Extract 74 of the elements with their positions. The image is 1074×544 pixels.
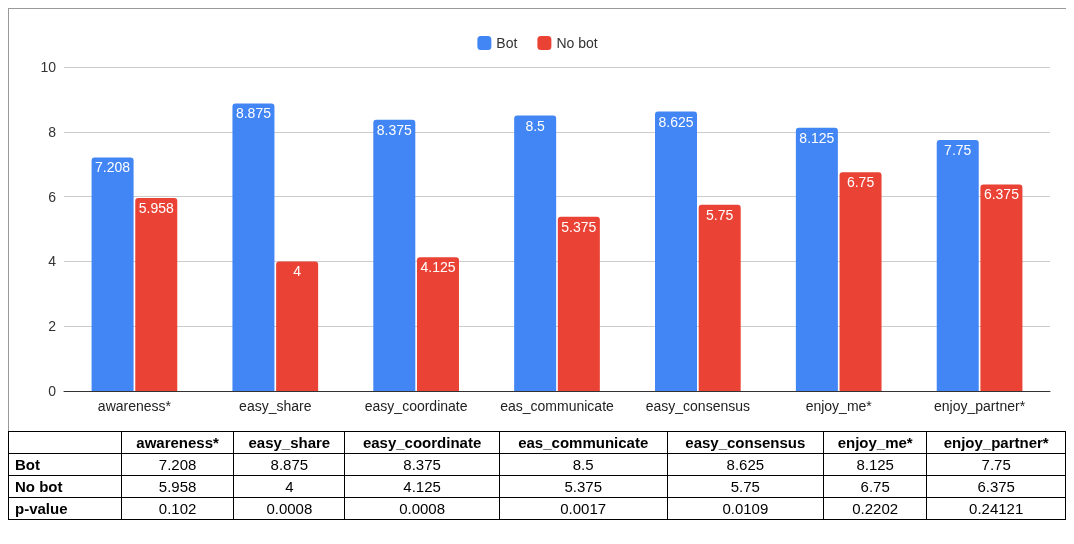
category-label: easy_coordinate — [362, 434, 482, 451]
bar — [698, 204, 741, 391]
text: 8.875 — [233, 453, 345, 476]
bar — [373, 119, 416, 391]
bar — [135, 197, 178, 391]
text: No bot — [15, 478, 63, 495]
x-tick-label: enjoy_me* — [805, 398, 873, 414]
bar — [936, 139, 979, 391]
text: Bot — [15, 456, 40, 473]
data-label: 6.375 — [983, 186, 1020, 203]
data-label: 5.75 — [706, 206, 734, 223]
text: 8.375 — [344, 453, 500, 476]
bar — [557, 216, 600, 391]
y-tick-label: 10 — [40, 59, 57, 75]
bar — [276, 261, 319, 391]
text: 0.0017 — [499, 497, 668, 520]
text: 8.625 — [667, 453, 824, 476]
text: 0.2202 — [823, 497, 927, 520]
category-label: easy_share — [248, 434, 331, 451]
text: 5.958 — [121, 475, 234, 498]
x-tick-label: eas_communicate — [500, 398, 615, 414]
text: 8.5 — [499, 453, 668, 476]
data-label: 4 — [293, 263, 302, 280]
data-label: 8.125 — [799, 129, 835, 146]
text: 0.0008 — [233, 497, 345, 520]
category-label: enjoy_partner* — [943, 434, 1049, 451]
data-label: 7.75 — [944, 141, 972, 158]
text: 5.375 — [499, 475, 668, 498]
data-label: 5.958 — [138, 199, 174, 216]
x-tick-label: awareness* — [97, 398, 172, 414]
data-label: 7.208 — [95, 159, 131, 176]
data-label: 8.875 — [235, 105, 272, 122]
text: 7.75 — [926, 453, 1066, 476]
bar — [655, 111, 698, 391]
text: 0.0109 — [667, 497, 824, 520]
text: 5.75 — [667, 475, 824, 498]
text: 6.75 — [823, 475, 927, 498]
data-label: 6.75 — [846, 174, 875, 191]
text: 4 — [233, 475, 345, 498]
x-tick-label: easy_consensus — [645, 398, 751, 414]
category-label: awareness* — [136, 434, 219, 451]
bar — [795, 127, 838, 391]
y-tick-label: 2 — [48, 318, 57, 335]
text: 7.208 — [121, 453, 234, 476]
text: p-value — [8, 497, 122, 520]
x-tick-label: easy_coordinate — [364, 398, 468, 414]
text: 0.102 — [121, 497, 234, 520]
data-label: 4.125 — [420, 259, 456, 276]
bar — [91, 157, 134, 391]
y-tick-label: 0 — [48, 383, 57, 399]
text: 4.125 — [344, 475, 500, 498]
y-tick-label: 4 — [48, 253, 57, 270]
category-label: enjoy_me* — [837, 434, 913, 451]
legend-label: No bot — [556, 35, 598, 51]
bar — [416, 257, 459, 391]
text: 8.125 — [823, 453, 927, 476]
x-tick-label: enjoy_partner* — [934, 398, 1026, 414]
bar — [839, 172, 882, 391]
category-label: easy_consensus — [685, 434, 806, 451]
bar — [514, 115, 557, 391]
y-tick-label: 8 — [48, 123, 57, 140]
bar — [232, 103, 275, 391]
category-label: eas_communicate — [518, 434, 649, 451]
data-label: 8.5 — [525, 117, 546, 134]
y-tick-label: 6 — [48, 188, 57, 205]
text: 6.375 — [926, 475, 1066, 498]
data-label: 8.375 — [376, 121, 413, 138]
text: 0.0008 — [344, 497, 500, 520]
bar — [980, 184, 1023, 391]
data-label: 5.375 — [561, 218, 597, 235]
text: 0.24121 — [926, 497, 1066, 520]
data-label: 8.625 — [658, 113, 694, 130]
legend-label: Bot — [496, 35, 518, 51]
x-tick-label: easy_share — [239, 398, 312, 414]
